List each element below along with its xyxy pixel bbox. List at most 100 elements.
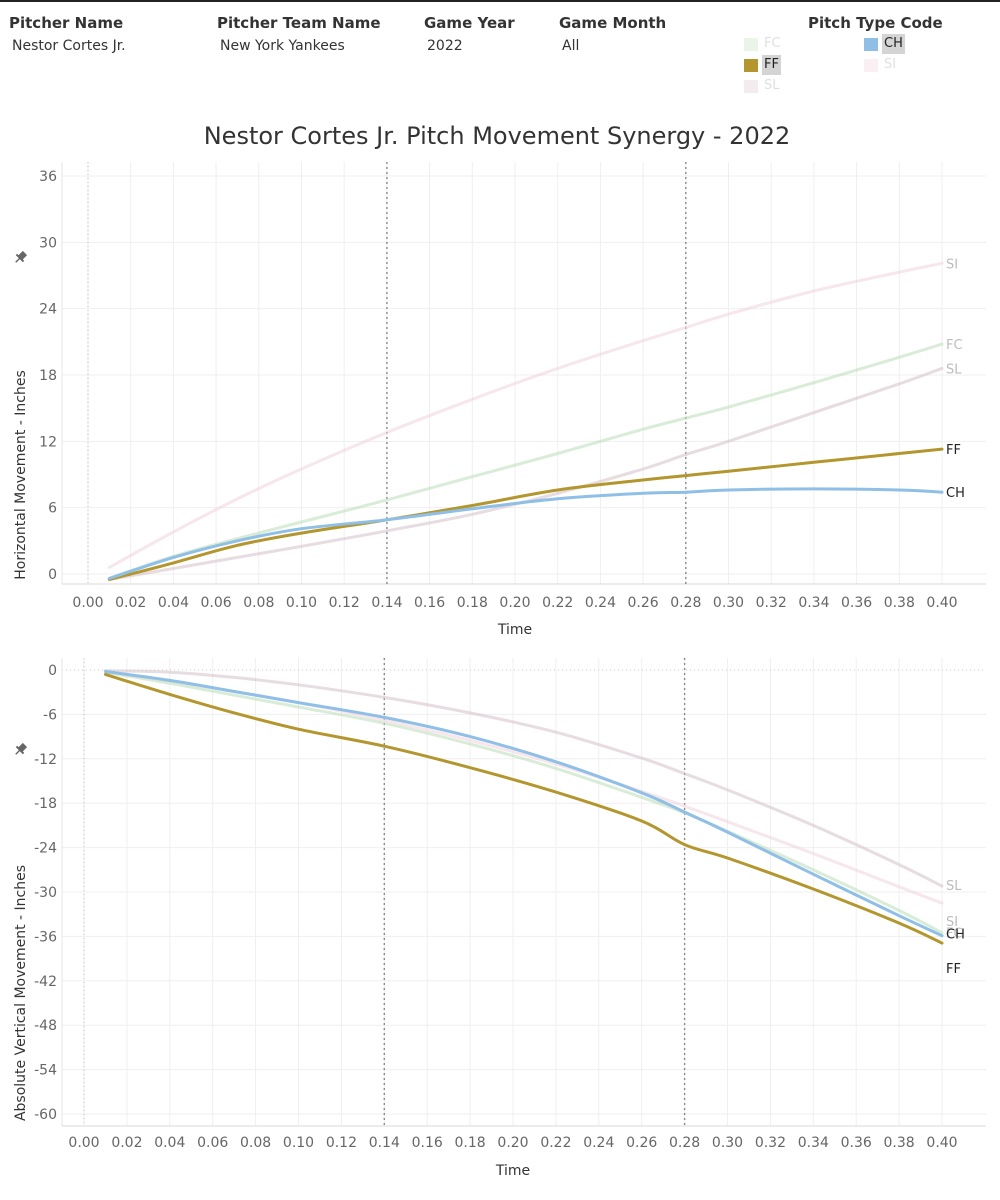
filter-pitcher-team-value[interactable]: New York Yankees	[220, 38, 345, 54]
pitch-type-item-si[interactable]: SI	[864, 55, 898, 75]
x-tick-label: 0.20	[499, 595, 530, 611]
x-tick-label: 0.28	[669, 1135, 700, 1151]
x-tick-label: 0.18	[457, 595, 488, 611]
filter-game-year[interactable]: Game Year 2022	[424, 14, 515, 54]
x-tick-label: 0.22	[542, 595, 573, 611]
x-tick-label: 0.34	[798, 595, 829, 611]
filter-pitcher-name[interactable]: Pitcher Name Nestor Cortes Jr.	[9, 14, 126, 54]
x-tick-label: 0.22	[540, 1135, 571, 1151]
x-tick-label: 0.14	[369, 1135, 400, 1151]
vertical-movement-chart[interactable]: 0.00 0.02 0.04 0.06 0.08 0.10 0.12 0.14 0.16 0.18…	[0, 650, 1000, 1195]
x-tick-label: 0.34	[798, 1135, 829, 1151]
y-tick-label: 18	[39, 368, 57, 384]
x-tick-label: 0.36	[841, 1135, 872, 1151]
pitch-type-item-ch[interactable]: CH	[864, 34, 905, 54]
x-tick-label: 0.28	[670, 595, 701, 611]
x-tick-label: 0.20	[497, 1135, 528, 1151]
series-line-ff	[104, 672, 944, 945]
x-tick-label: 0.06	[201, 595, 232, 611]
x-tick-label: 0.04	[154, 1135, 185, 1151]
series-end-label-ff: FF	[946, 962, 961, 977]
x-tick-label: 0.40	[926, 1135, 957, 1151]
series-line-sl	[104, 669, 944, 888]
x-tick-label: 0.30	[713, 595, 744, 611]
x-tick-label: 0.08	[240, 1135, 271, 1151]
x-tick-label: 0.10	[283, 1135, 314, 1151]
series-end-label-si: SI	[946, 915, 958, 930]
legend-code: SI	[884, 57, 897, 72]
x-axis-title: Time	[495, 1163, 530, 1179]
pin-collar	[15, 253, 25, 263]
x-tick-label: 0.38	[884, 595, 915, 611]
pitch-type-item-ff[interactable]: FF	[744, 55, 781, 75]
pitch-type-filter-title: Pitch Type Code	[808, 14, 943, 32]
x-tick-label: 0.26	[628, 595, 659, 611]
x-tick-label: 0.16	[414, 595, 445, 611]
y-tick-label: -24	[34, 841, 57, 857]
legend-swatch	[744, 37, 758, 51]
series-end-label-sl: SL	[946, 362, 962, 377]
series-end-label-si: SI	[946, 257, 958, 272]
pitch-type-item-fc[interactable]: FC	[744, 34, 783, 54]
filter-game-year-label: Game Year	[424, 14, 515, 32]
series-line-ch	[107, 487, 944, 580]
legend-code: CH	[882, 34, 905, 54]
y-tick-label: -42	[34, 974, 57, 990]
x-tick-label: 0.00	[68, 1135, 99, 1151]
series-end-label-fc: FC	[946, 338, 963, 353]
x-tick-label: 0.06	[197, 1135, 228, 1151]
y-tick-label: 0	[48, 663, 57, 679]
top-rule	[0, 0, 1000, 2]
y-tick-label: -18	[34, 796, 57, 812]
y-tick-label: 0	[48, 567, 57, 583]
x-tick-label: 0.02	[115, 595, 146, 611]
x-tick-label: 0.10	[286, 595, 317, 611]
x-tick-label: 0.30	[712, 1135, 743, 1151]
x-tick-label: 0.36	[841, 595, 872, 611]
pin-icon	[15, 250, 28, 263]
y-tick-label: 24	[39, 302, 57, 318]
legend-swatch	[864, 58, 878, 72]
series-end-label-sl: SL	[946, 879, 962, 894]
x-tick-label: 0.38	[884, 1135, 915, 1151]
filter-pitcher-team-label: Pitcher Team Name	[217, 14, 381, 32]
x-axis-title: Time	[497, 622, 532, 638]
filter-pitcher-name-label: Pitcher Name	[9, 14, 124, 32]
x-tick-label: 0.04	[158, 595, 189, 611]
legend-code: FC	[764, 36, 781, 51]
series-line-si	[107, 261, 944, 569]
y-tick-label: 36	[39, 169, 57, 185]
y-tick-label: -48	[34, 1018, 57, 1034]
pin-collar	[15, 745, 25, 755]
horizontal-movement-chart[interactable]: 0.00 0.02 0.04 0.06 0.08 0.10 0.12 0.14 0.16 0.18…	[0, 150, 1000, 645]
x-tick-label: 0.32	[755, 1135, 786, 1151]
series-end-label-ch: CH	[946, 486, 965, 501]
filter-pitcher-name-value[interactable]: Nestor Cortes Jr.	[12, 38, 126, 54]
x-tick-label: 0.18	[455, 1135, 486, 1151]
series-line-ff	[107, 447, 944, 581]
y-axis-title: Horizontal Movement - Inches	[13, 370, 29, 580]
series-end-label-ff: FF	[946, 443, 961, 458]
series-line-ch	[104, 670, 944, 938]
x-tick-label: 0.08	[243, 595, 274, 611]
filter-game-month[interactable]: Game Month All	[559, 14, 666, 54]
series-end-label-fc: FC	[946, 927, 963, 942]
chart-title: Nestor Cortes Jr. Pitch Movement Synergy…	[203, 122, 791, 150]
x-tick-label: 0.00	[72, 595, 103, 611]
legend-swatch	[744, 58, 758, 72]
pitch-type-item-sl[interactable]: SL	[744, 76, 782, 96]
filter-game-month-value[interactable]: All	[562, 38, 580, 54]
y-tick-label: -60	[34, 1107, 57, 1123]
y-tick-label: 30	[39, 235, 57, 251]
y-tick-label: -12	[34, 752, 57, 768]
x-tick-label: 0.12	[326, 1135, 357, 1151]
x-tick-label: 0.02	[111, 1135, 142, 1151]
legend-swatch	[744, 79, 758, 93]
filter-pitcher-team[interactable]: Pitcher Team Name New York Yankees	[217, 14, 381, 54]
x-tick-label: 0.14	[371, 595, 402, 611]
filter-game-month-label: Game Month	[559, 14, 667, 32]
legend-code: FF	[762, 55, 781, 75]
series-line-sl	[107, 366, 944, 581]
filter-game-year-value[interactable]: 2022	[427, 38, 463, 54]
pin-icon	[15, 742, 28, 755]
